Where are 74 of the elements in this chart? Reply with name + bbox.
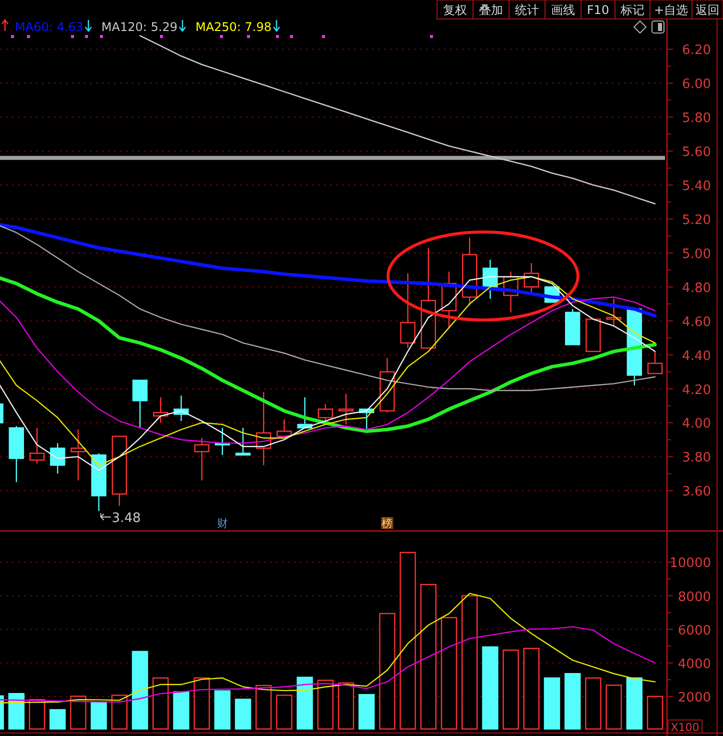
y-tick-label: 5.20 [682, 213, 711, 228]
bar [173, 691, 190, 730]
y-tick-label: 2000 [678, 690, 711, 706]
bar [564, 673, 581, 730]
bar [523, 648, 540, 730]
bar [214, 690, 230, 730]
y-tick-label: 4.60 [682, 314, 711, 330]
y-tick-label: 6.20 [682, 43, 711, 58]
bar [646, 696, 664, 730]
bar [585, 677, 602, 730]
annotation: 复权 [443, 3, 467, 17]
bar [296, 676, 313, 730]
bar [626, 677, 642, 730]
y-tick-label: 4.80 [682, 280, 711, 296]
bar [152, 677, 169, 730]
legend: MA60: 4.63 MA120: 5.29 [15, 20, 178, 34]
bar [90, 702, 107, 730]
annotation: 榜 [382, 517, 393, 530]
candlestick [606, 298, 622, 327]
bar [132, 650, 148, 730]
annotation: 3.48 [112, 511, 141, 526]
candlestick [503, 271, 518, 313]
y-tick-label: 3.60 [682, 484, 711, 500]
bar [234, 698, 252, 730]
bar [358, 694, 375, 730]
annotation: F10 [586, 3, 610, 17]
candlestick [338, 393, 354, 426]
y-tick-label: 5.40 [682, 179, 711, 194]
bar [111, 694, 128, 730]
y-tick-label: 6000 [678, 623, 711, 638]
y-tick-label: 4.00 [682, 416, 711, 432]
bar [462, 595, 478, 730]
annotation: +自选 [654, 3, 688, 17]
candlestick [400, 272, 416, 349]
line-series [139, 35, 656, 204]
bar [482, 646, 498, 730]
bar [502, 650, 519, 730]
text: 返回 [696, 3, 720, 17]
bar [194, 677, 210, 730]
bar [379, 612, 396, 730]
y-tick-label: 10000 [670, 556, 711, 572]
bar [28, 699, 46, 730]
y-tick-label: 4.40 [682, 348, 711, 364]
y-tick-label: 6.00 [682, 77, 711, 92]
bar [276, 694, 292, 730]
y-tick-label: 5.80 [682, 111, 711, 126]
bar [606, 684, 622, 730]
y-tick-label: 8000 [678, 590, 711, 605]
y-tick-label: 4000 [678, 656, 711, 672]
bar [420, 584, 436, 730]
y-tick-label: 4.20 [682, 382, 711, 398]
bar [8, 692, 24, 730]
y-tick-label: 5.60 [682, 145, 711, 160]
bar [338, 682, 354, 730]
candlestick [256, 392, 272, 466]
y-tick-label: 5.00 [682, 246, 711, 262]
candlestick [441, 271, 457, 328]
y-tick-label: 3.80 [682, 450, 711, 466]
annotation: 标记 [620, 3, 644, 17]
candlestick [194, 437, 210, 482]
y-axis-title: X100 [670, 721, 700, 734]
bar [544, 677, 560, 730]
bar [440, 616, 458, 730]
annotation: MA250: 7.98 [195, 20, 272, 34]
bar [400, 552, 416, 730]
bar [256, 684, 272, 730]
bar [50, 709, 66, 730]
bar [70, 696, 86, 730]
candlestick [70, 428, 86, 482]
annotation: 叠加 [479, 3, 503, 17]
annotation: 画线 [551, 3, 575, 17]
bar [317, 680, 334, 730]
annotation: 财 [216, 517, 228, 530]
annotation: 统计 [515, 3, 539, 17]
